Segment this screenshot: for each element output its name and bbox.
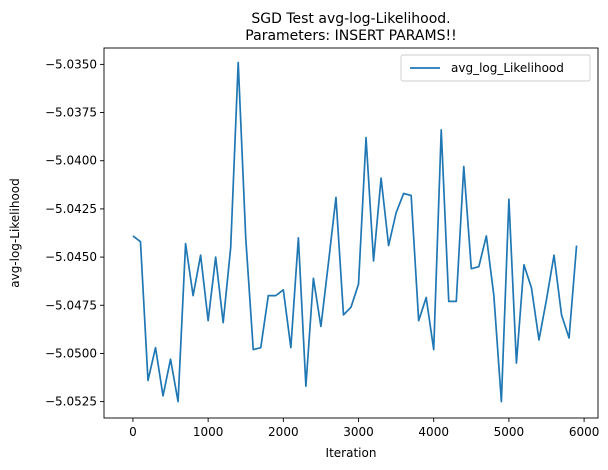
y-tick-label: −5.0450 [45, 250, 97, 264]
x-tick-label: 0 [129, 425, 137, 439]
y-tick-label: −5.0350 [45, 57, 97, 71]
y-tick-label: −5.0375 [45, 106, 97, 120]
series-line-0 [132, 61, 578, 403]
y-tick-label: −5.0475 [45, 298, 97, 312]
chart-title-line-2: Parameters: INSERT PARAMS!! [245, 28, 456, 44]
legend-label: avg_log_Likelihood [451, 61, 564, 75]
x-tick-label: 6000 [569, 425, 600, 439]
y-axis: −5.0525 −5.0500 −5.0475 −5.0450 −5.0425 −5.04… [45, 57, 104, 409]
chart-title-line-1: SGD Test avg-log-Likelihood. [251, 11, 450, 27]
y-tick-label: −5.0425 [45, 202, 97, 216]
plot-frame [103, 47, 599, 419]
x-tick-label: 2000 [268, 425, 299, 439]
plot-series-group [132, 61, 578, 403]
legend: avg_log_Likelihood [400, 54, 591, 82]
y-tick-label: −5.0400 [45, 154, 97, 168]
x-axis: 0 1000 2000 3000 4000 5000 6000 [129, 418, 599, 439]
legend-box [400, 54, 591, 82]
x-tick-label: 4000 [418, 425, 449, 439]
x-tick-label: 3000 [343, 425, 374, 439]
x-tick-label: 1000 [193, 425, 224, 439]
y-axis-label: avg-log-Likelihood [8, 178, 22, 288]
y-tick-label: −5.0525 [45, 395, 97, 409]
x-tick-label: 5000 [494, 425, 525, 439]
y-tick-label: −5.0500 [45, 346, 97, 360]
x-axis-label: Iteration [326, 446, 377, 460]
